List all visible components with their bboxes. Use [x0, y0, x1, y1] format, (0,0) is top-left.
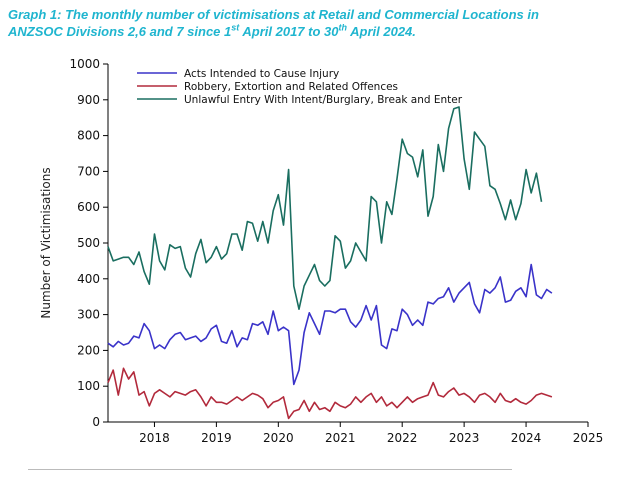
- y-tick-label: 100: [77, 379, 100, 393]
- caption-line-2: ANZSOC Divisions 2,6 and 7 since 1st Apr…: [8, 23, 628, 40]
- x-tick-label: 2023: [449, 431, 480, 445]
- y-tick-label: 1000: [69, 57, 100, 71]
- series-line-2: [107, 367, 553, 420]
- legend-label: Acts Intended to Cause Injury: [184, 68, 339, 80]
- x-tick-label: 2018: [139, 431, 170, 445]
- chart-axes: 0 100 200 300 400 500 600 700 800 900 1000 2018 2019…: [69, 57, 603, 445]
- y-tick-label: 400: [77, 272, 100, 286]
- y-tick-label: 500: [77, 236, 100, 250]
- x-tick-label: 2024: [511, 431, 542, 445]
- y-tick-label: 200: [77, 343, 100, 357]
- x-tick-label: 2019: [201, 431, 232, 445]
- legend-label: Unlawful Entry With Intent/Burglary, Bre…: [184, 94, 463, 106]
- y-tick-label: 300: [77, 308, 100, 322]
- y-tick-label: 800: [77, 129, 100, 143]
- caption-text-b: April 2017 to 30: [239, 24, 339, 39]
- series-layer: [107, 106, 553, 420]
- x-tick-label: 2020: [263, 431, 294, 445]
- series-line-3: [107, 106, 543, 311]
- y-axis-title: Number of Victimisations: [39, 167, 53, 318]
- y-tick-label: 600: [77, 200, 100, 214]
- caption-sup-th: th: [338, 22, 348, 33]
- caption-text-c: April 2024.: [347, 24, 416, 39]
- caption-line-1: Graph 1: The monthly number of victimisa…: [8, 7, 539, 22]
- caption-text-a: ANZSOC Divisions 2,6 and 7 since 1: [8, 24, 232, 39]
- x-tick-label: 2025: [573, 431, 604, 445]
- legend-label: Robbery, Extortion and Related Offences: [184, 81, 398, 93]
- chart-caption: Graph 1: The monthly number of victimisa…: [8, 6, 628, 40]
- caption-sup-st: st: [231, 22, 240, 33]
- y-tick-label: 900: [77, 93, 100, 107]
- x-tick-label: 2022: [387, 431, 418, 445]
- x-tick-label: 2021: [325, 431, 356, 445]
- series-line-1: [107, 263, 553, 386]
- y-tick-label: 700: [77, 164, 100, 178]
- y-tick-label: 0: [92, 415, 100, 429]
- footer-divider: [28, 469, 512, 470]
